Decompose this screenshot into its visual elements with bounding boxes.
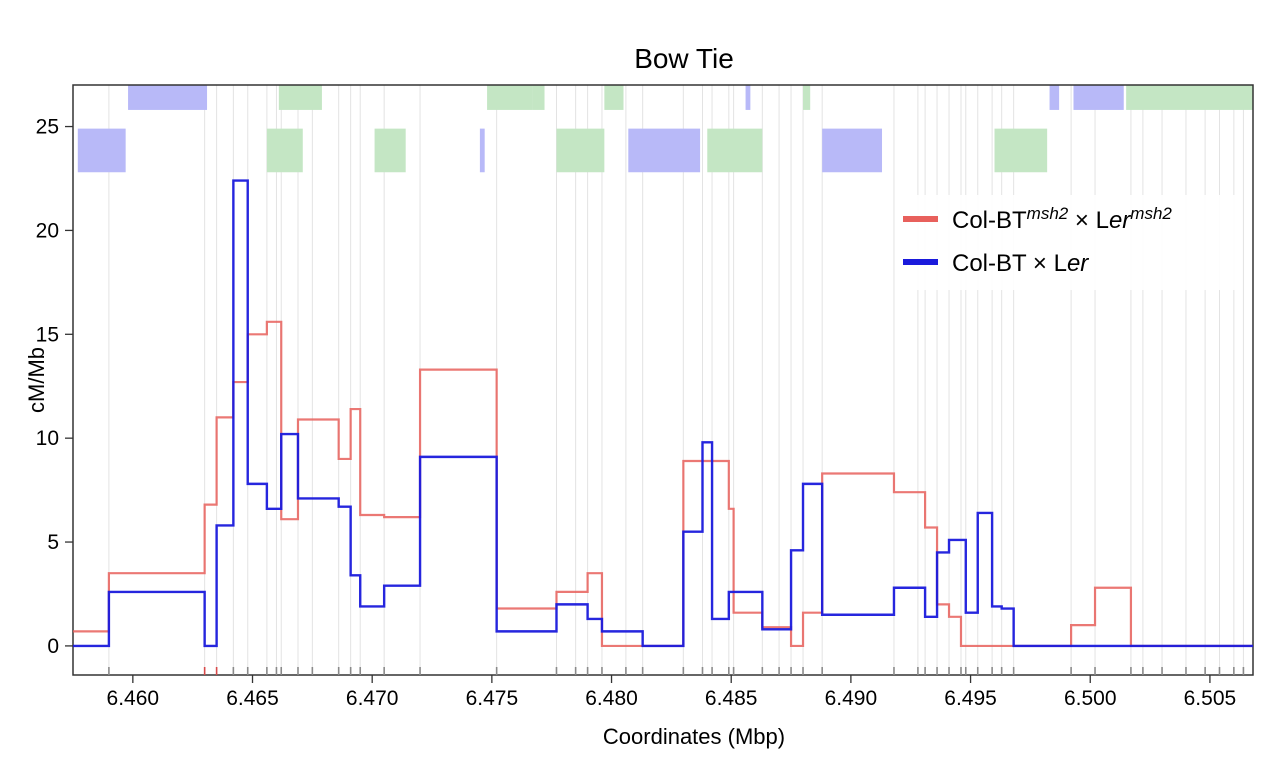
upper-block-4	[604, 85, 624, 110]
x-tick-label-6: 6.490	[825, 687, 878, 710]
top-blocks	[77, 85, 1253, 173]
vertical-gridlines	[108, 85, 1244, 675]
y-axis-ticks: 0 5 10 15 20 25	[36, 116, 73, 658]
y-tick-label-5: 25	[36, 116, 59, 139]
upper-block-3	[532, 85, 545, 110]
lower-block-1	[266, 128, 303, 173]
x-tick-label-1: 6.465	[226, 687, 279, 710]
x-tick-label-0: 6.460	[107, 687, 160, 710]
chart-title: Bow Tie	[634, 43, 734, 74]
lower-block-4	[556, 128, 605, 173]
y-tick-label-3: 15	[36, 323, 59, 346]
plot-frame	[72, 84, 1254, 676]
upper-block-7	[1049, 85, 1060, 110]
x-tick-label-9: 6.505	[1184, 687, 1237, 710]
lower-block-6	[707, 128, 763, 173]
lower-block-2	[374, 128, 406, 173]
lower-block-0	[77, 128, 126, 173]
x-tick-label-7: 6.495	[944, 687, 997, 710]
lower-block-5	[628, 128, 701, 173]
lower-block-7	[822, 128, 883, 173]
x-axis-label: Coordinates (Mbp)	[603, 724, 785, 749]
legend: Col-BTmsh2 × Lermsh2 Col-BT × Ler	[895, 195, 1240, 290]
upper-block-1	[278, 85, 322, 110]
y-tick-label-4: 20	[36, 219, 59, 242]
x-tick-label-2: 6.470	[346, 687, 399, 710]
legend-label-wt: Col-BT × Ler	[952, 250, 1089, 277]
upper-block-0	[128, 85, 208, 110]
upper-block-6	[803, 85, 811, 110]
upper-block-9	[1126, 85, 1253, 110]
x-tick-label-5: 6.485	[705, 687, 758, 710]
x-axis-ticks: 6.460 6.465 6.470 6.475 6.480 6.485 6.490 6.495…	[107, 675, 1237, 710]
x-tick-label-3: 6.475	[466, 687, 519, 710]
legend-label-msh2: Col-BTmsh2 × Lermsh2	[952, 204, 1172, 234]
series-line-1	[73, 179, 1253, 648]
marker-rug	[108, 667, 1245, 675]
x-tick-label-8: 6.500	[1064, 687, 1117, 710]
legend-background	[895, 195, 1240, 290]
x-tick-label-4: 6.480	[585, 687, 638, 710]
lower-block-3	[479, 128, 485, 173]
upper-block-2	[487, 85, 533, 110]
series-lines	[73, 179, 1253, 648]
y-tick-label-2: 10	[36, 427, 59, 450]
y-tick-label-1: 5	[47, 531, 59, 554]
upper-block-5	[745, 85, 751, 110]
y-tick-label-0: 0	[47, 635, 59, 658]
lower-block-8	[994, 128, 1048, 173]
y-axis-label: cM/Mb	[24, 347, 49, 413]
upper-block-8	[1073, 85, 1124, 110]
